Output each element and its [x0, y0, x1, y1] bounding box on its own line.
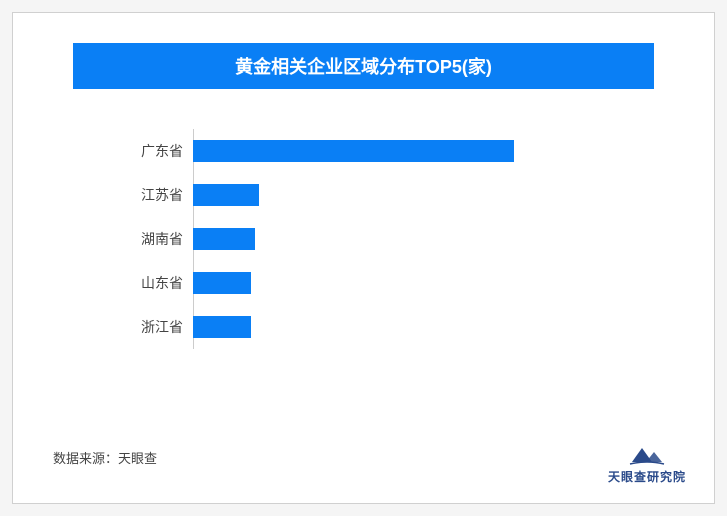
bar-track: [193, 228, 604, 250]
bar-track: [193, 184, 604, 206]
bar-row: 山东省: [193, 261, 604, 305]
chart-area: 广东省江苏省湖南省山东省浙江省: [63, 129, 664, 349]
logo-text: 天眼查研究院: [608, 468, 686, 485]
bar-fill: [193, 272, 251, 294]
bar-row: 江苏省: [193, 173, 604, 217]
bar-row: 浙江省: [193, 305, 604, 349]
bar-row: 广东省: [193, 129, 604, 173]
bar-track: [193, 272, 604, 294]
bar-label: 湖南省: [63, 229, 183, 249]
bar-track: [193, 316, 604, 338]
chart-card: 黄金相关企业区域分布TOP5(家) 广东省江苏省湖南省山东省浙江省 数据来源：天…: [12, 12, 715, 504]
data-source-label: 数据来源：天眼查: [53, 448, 157, 467]
bar-label: 浙江省: [63, 317, 183, 337]
bar-fill: [193, 316, 251, 338]
bar-label: 广东省: [63, 141, 183, 161]
bar-track: [193, 140, 604, 162]
bar-label: 山东省: [63, 273, 183, 293]
bar-fill: [193, 140, 514, 162]
chart-title: 黄金相关企业区域分布TOP5(家): [73, 43, 654, 89]
logo-icon: [628, 442, 666, 466]
logo: 天眼查研究院: [608, 442, 686, 485]
bar-label: 江苏省: [63, 185, 183, 205]
bar-fill: [193, 184, 259, 206]
bar-row: 湖南省: [193, 217, 604, 261]
bar-fill: [193, 228, 255, 250]
